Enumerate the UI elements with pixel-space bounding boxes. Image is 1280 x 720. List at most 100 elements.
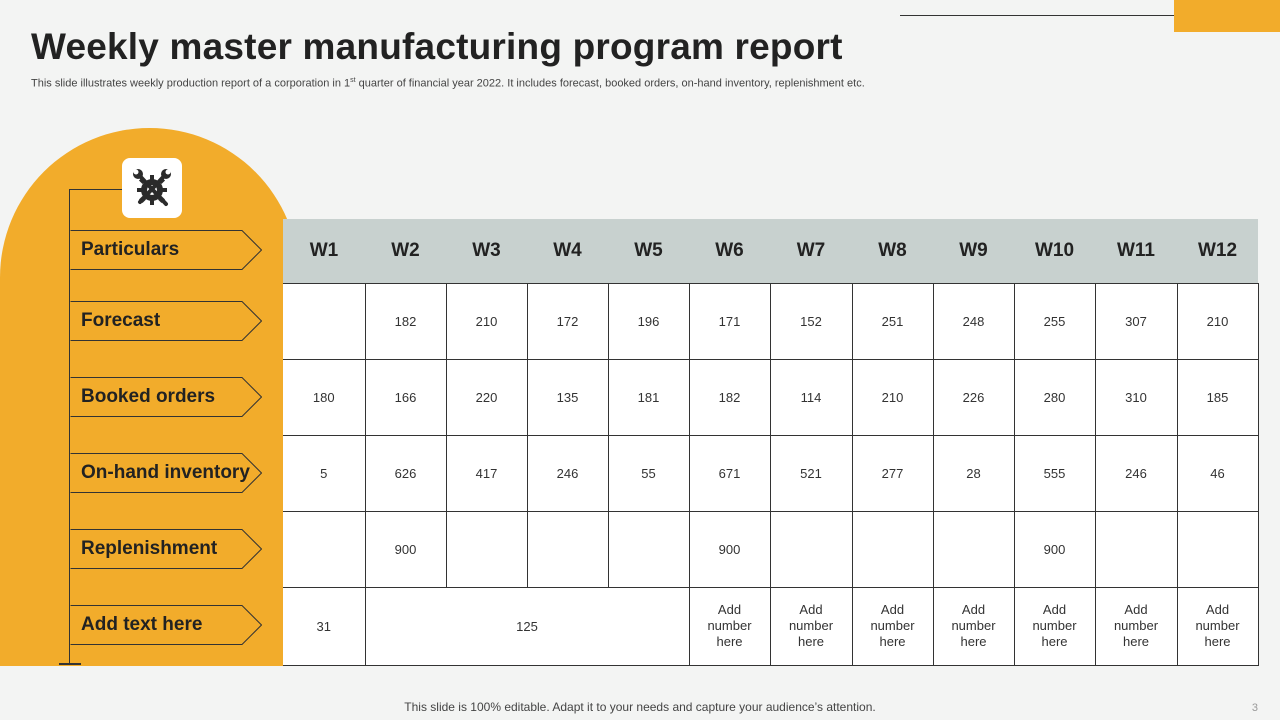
- placeholder-line: Add: [1124, 602, 1148, 617]
- table-cell: [445, 510, 528, 588]
- placeholder-cell: Add number here: [1176, 586, 1259, 666]
- week-header-cell: W9: [933, 219, 1014, 283]
- table-cell: 521: [769, 434, 853, 512]
- arrow-tag-shape: [70, 230, 262, 270]
- table-cell: [526, 510, 609, 588]
- top-rule: [900, 15, 1210, 16]
- placeholder-line: Add: [717, 602, 742, 617]
- placeholder-line: here: [879, 634, 906, 649]
- table-cell: 185: [1176, 358, 1259, 436]
- placeholder-line: number: [1113, 618, 1159, 633]
- week-header-cell: W3: [446, 219, 527, 283]
- placeholder-line: here: [1041, 634, 1068, 649]
- placeholder-cell: Add number here: [1013, 586, 1096, 666]
- table-cell: [851, 510, 934, 588]
- table-cell: [607, 510, 690, 588]
- table-cell: 28: [932, 434, 1015, 512]
- table-cell: 114: [769, 358, 853, 436]
- table-cell: [932, 510, 1015, 588]
- production-table: W1 W2 W3 W4 W5 W6 W7 W8 W9 W10 W11 W12 182 210 172 196…: [283, 219, 1259, 666]
- placeholder-line: Add: [1042, 602, 1067, 617]
- row-label: On-hand inventory: [70, 453, 262, 493]
- table-cell: 5: [283, 434, 366, 512]
- placeholder-line: here: [1204, 634, 1231, 649]
- placeholder-line: Add: [961, 602, 986, 617]
- arrow-tag-shape: [70, 377, 262, 417]
- placeholder-line: number: [1195, 618, 1240, 633]
- table-cell: 417: [445, 434, 528, 512]
- week-header-cell: W6: [689, 219, 770, 283]
- week-header-cell: W8: [852, 219, 933, 283]
- replenishment-row: 900 900 900: [283, 510, 1259, 588]
- table-cell: 626: [364, 434, 447, 512]
- table-cell: 220: [445, 358, 528, 436]
- placeholder-line: Add: [880, 602, 905, 617]
- row-label: Forecast: [70, 301, 262, 341]
- table-cell: [283, 282, 366, 360]
- table-cell: 196: [607, 282, 690, 360]
- arrow-tag-shape: [70, 301, 262, 341]
- page-title: Weekly master manufacturing program repo…: [31, 26, 843, 67]
- placeholder-line: number: [788, 618, 834, 633]
- placeholder-line: here: [960, 634, 987, 649]
- row-label-text: Replenishment: [81, 538, 218, 559]
- week-header-cell: W10: [1014, 219, 1095, 283]
- table-cell: 210: [445, 282, 528, 360]
- row-label-text: Booked orders: [81, 386, 216, 407]
- table-cell: 900: [688, 510, 771, 588]
- table-cell: 180: [283, 358, 366, 436]
- placeholder-line: Add: [799, 602, 823, 617]
- week-header-cell: W1: [283, 219, 365, 283]
- table-cell: 307: [1094, 282, 1178, 360]
- placeholder-line: Add: [1205, 602, 1230, 617]
- week-header-row: W1 W2 W3 W4 W5 W6 W7 W8 W9 W10 W11 W12: [283, 219, 1258, 283]
- table-cell: 210: [1176, 282, 1259, 360]
- week-header-cell: W11: [1095, 219, 1177, 283]
- week-header-cell: W4: [527, 219, 608, 283]
- table-cell: 251: [851, 282, 934, 360]
- table-cell: [1176, 510, 1259, 588]
- placeholder-cell: Add number here: [688, 586, 771, 666]
- week-header-cell: W7: [770, 219, 852, 283]
- top-accent-bar: [1174, 0, 1280, 32]
- table-cell: 182: [688, 358, 771, 436]
- placeholder-line: number: [707, 618, 752, 633]
- label-connector-line: [69, 189, 70, 663]
- table-cell: 226: [932, 358, 1015, 436]
- table-cell: 181: [607, 358, 690, 436]
- arrow-tag-shape: [70, 605, 262, 645]
- row-label: Booked orders: [70, 377, 262, 417]
- row-label-text: Particulars: [81, 239, 180, 260]
- placeholder-line: number: [1032, 618, 1077, 633]
- table-cell: 210: [851, 358, 934, 436]
- on-hand-inventory-row: 5 626 417 246 55 671 521 277 28 555 246 46: [283, 434, 1259, 512]
- tools-gear-icon: [133, 169, 171, 206]
- table-cell: 246: [526, 434, 609, 512]
- page-number: 3: [1251, 702, 1258, 714]
- placeholder-line: here: [797, 634, 825, 649]
- week-header-cell: W5: [608, 219, 689, 283]
- table-cell: 255: [1013, 282, 1096, 360]
- add-text-row: 31 125 Add number here Add number here Add numb…: [283, 586, 1259, 666]
- merged-table-cell: 125: [364, 586, 690, 666]
- table-cell: 46: [1176, 434, 1259, 512]
- placeholder-line: here: [716, 634, 743, 649]
- table-cell: 182: [364, 282, 447, 360]
- week-header-cell: W12: [1177, 219, 1258, 283]
- placeholder-cell: Add number here: [932, 586, 1015, 666]
- placeholder-cell: Add number here: [1094, 586, 1178, 666]
- table-cell: [283, 510, 366, 588]
- page-subtitle: This slide illustrates weekly production…: [31, 77, 865, 90]
- table-cell: 246: [1094, 434, 1178, 512]
- row-label: Replenishment: [70, 529, 262, 569]
- footer-note: This slide is 100% editable. Adapt it to…: [404, 700, 876, 714]
- arrow-tag-shape: [70, 529, 262, 569]
- row-label-text: On-hand inventory: [81, 462, 250, 483]
- table-cell: 152: [769, 282, 853, 360]
- table-cell: 171: [688, 282, 771, 360]
- table-cell: 310: [1094, 358, 1178, 436]
- table-cell: 135: [526, 358, 609, 436]
- label-connector-foot: [59, 663, 81, 665]
- table-cell: 280: [1013, 358, 1096, 436]
- booked-orders-row: 180 166 220 135 181 182 114 210 226 280 310 185: [283, 358, 1259, 436]
